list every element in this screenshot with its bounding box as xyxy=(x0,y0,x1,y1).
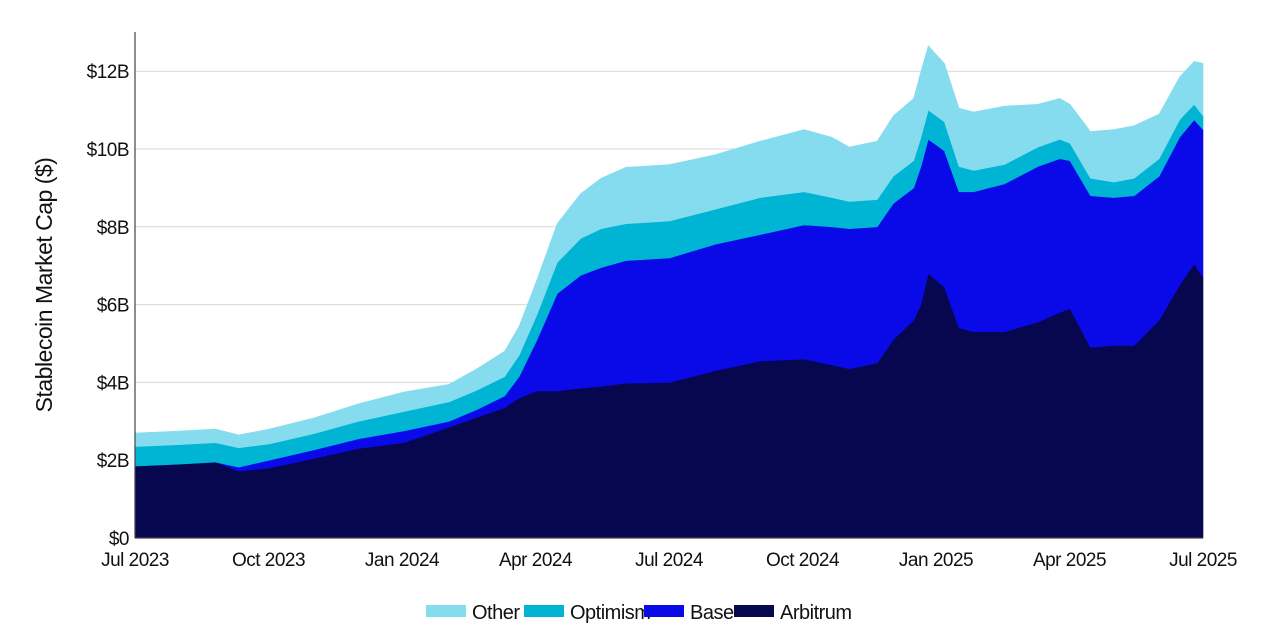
x-tick-labels: Jul 2023 Oct 2023 Jan 2024 Apr 2024 Jul 2024… xyxy=(101,550,1237,571)
y-tick-label: $0 xyxy=(109,529,129,550)
legend-label-other: Other xyxy=(472,602,520,624)
y-tick-labels: $0 $2B $4B $6B $8B $10B $12B xyxy=(87,62,130,550)
x-tick-label: Oct 2023 xyxy=(232,550,305,571)
area-other xyxy=(134,45,1204,449)
x-tick-label: Jul 2023 xyxy=(101,550,169,571)
x-tick-label: Jan 2025 xyxy=(899,550,973,571)
x-tick-label: Jul 2025 xyxy=(1169,550,1237,571)
legend-swatch-optimism xyxy=(524,605,564,617)
y-tick-label: $12B xyxy=(87,62,129,83)
axes xyxy=(134,32,1203,539)
x-tick-label: Apr 2025 xyxy=(1033,550,1106,571)
y-tick-label: $10B xyxy=(87,140,129,161)
legend: Other Optimism Base Arbitrum xyxy=(426,602,852,624)
legend-label-optimism: Optimism xyxy=(570,602,650,624)
legend-swatch-arbitrum xyxy=(734,605,774,617)
legend-swatch-base xyxy=(644,605,684,617)
y-tick-label: $2B xyxy=(97,451,129,472)
y-tick-label: $4B xyxy=(97,373,129,394)
x-tick-label: Apr 2024 xyxy=(499,550,573,571)
y-tick-label: $6B xyxy=(97,296,129,317)
legend-swatch-other xyxy=(426,605,466,617)
y-axis-title: Stablecoin Market Cap ($) xyxy=(31,158,57,413)
legend-label-arbitrum: Arbitrum xyxy=(780,602,852,624)
y-tick-label: $8B xyxy=(97,218,129,239)
legend-label-base: Base xyxy=(690,602,734,624)
x-tick-label: Oct 2024 xyxy=(766,550,840,571)
x-tick-label: Jul 2024 xyxy=(635,550,704,571)
x-tick-label: Jan 2024 xyxy=(365,550,440,571)
area-series-group xyxy=(134,45,1204,539)
